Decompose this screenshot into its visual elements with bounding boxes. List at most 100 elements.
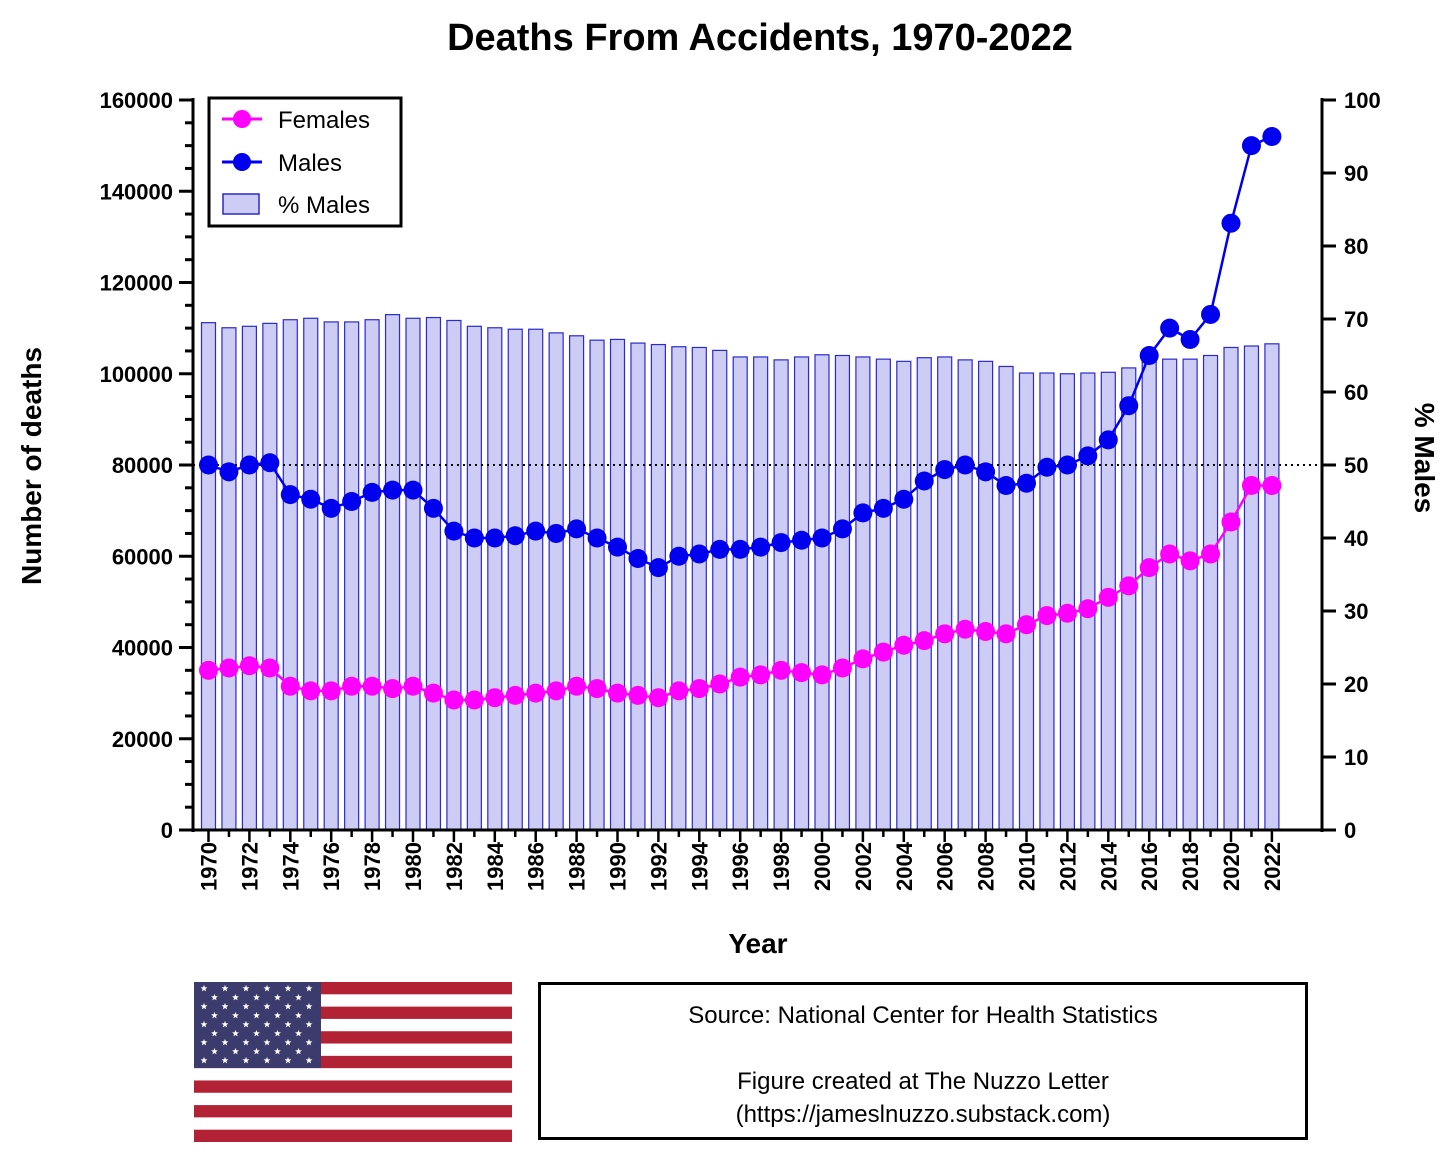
y-right-tick-label-100: 100 bbox=[1344, 88, 1381, 113]
x-tick-label-1998: 1998 bbox=[769, 842, 794, 891]
bar-percent-males-2011 bbox=[1039, 372, 1055, 831]
axes-layer: 0200004000060000800001000001200001400001… bbox=[100, 88, 1381, 891]
point-females-1973 bbox=[260, 658, 280, 678]
y-right-tick-label-40: 40 bbox=[1344, 526, 1368, 551]
x-tick-label-1986: 1986 bbox=[524, 842, 549, 891]
bar-percent-males-2004 bbox=[896, 360, 912, 831]
point-females-2001 bbox=[832, 658, 852, 678]
x-tick-label-2004: 2004 bbox=[892, 841, 917, 891]
x-tick-label-1972: 1972 bbox=[237, 842, 262, 891]
x-tick-label-1980: 1980 bbox=[401, 842, 426, 891]
point-males-1974 bbox=[280, 485, 300, 505]
y-right-tick-label-10: 10 bbox=[1344, 745, 1368, 770]
x-tick-label-1982: 1982 bbox=[442, 842, 467, 891]
bar-percent-males-2007 bbox=[957, 359, 973, 831]
y-left-tick-label-20000: 20000 bbox=[112, 727, 173, 752]
legend: Females Males % Males bbox=[207, 96, 403, 228]
point-males-1976 bbox=[321, 498, 341, 518]
y-left-tick-label-0: 0 bbox=[161, 818, 173, 843]
x-tick-label-1976: 1976 bbox=[319, 842, 344, 891]
bar-percent-males-1984 bbox=[487, 327, 503, 831]
x-tick-label-1978: 1978 bbox=[360, 842, 385, 891]
point-females-1997 bbox=[751, 665, 771, 685]
y-right-tick-label-90: 90 bbox=[1344, 161, 1368, 186]
y-left-tick-label-80000: 80000 bbox=[112, 453, 173, 478]
point-females-1995 bbox=[710, 674, 730, 694]
point-males-2012 bbox=[1057, 455, 1077, 475]
y-left-tick-label-40000: 40000 bbox=[112, 636, 173, 661]
point-females-2017 bbox=[1160, 544, 1180, 564]
point-males-1995 bbox=[710, 539, 730, 559]
point-males-1973 bbox=[260, 453, 280, 473]
bar-percent-males-1972 bbox=[241, 325, 257, 831]
point-females-1994 bbox=[689, 679, 709, 699]
point-females-2006 bbox=[935, 624, 955, 644]
point-males-1981 bbox=[423, 498, 443, 518]
bar-percent-males-1974 bbox=[282, 319, 298, 831]
x-tick-label-1974: 1974 bbox=[278, 841, 303, 891]
bar-percent-males-1976 bbox=[323, 321, 339, 831]
bar-percent-males-2019 bbox=[1202, 354, 1219, 831]
point-males-1984 bbox=[485, 528, 505, 548]
point-males-1997 bbox=[751, 537, 771, 557]
us-flag-icon bbox=[194, 982, 512, 1142]
point-males-2000 bbox=[812, 528, 832, 548]
bar-percent-males-1992 bbox=[650, 343, 667, 831]
bar-percent-males-1985 bbox=[507, 328, 523, 831]
bar-percent-males-1970 bbox=[200, 322, 217, 831]
point-females-1975 bbox=[301, 681, 321, 701]
bar-percent-males-1995 bbox=[712, 349, 728, 831]
bar-percent-males-1993 bbox=[671, 346, 687, 831]
point-females-2013 bbox=[1078, 599, 1098, 619]
bar-percent-males-1978 bbox=[364, 319, 380, 831]
bar-percent-males-2020 bbox=[1223, 346, 1239, 831]
point-males-2002 bbox=[853, 503, 873, 523]
y-left-tick-label-140000: 140000 bbox=[100, 179, 173, 204]
legend-percent-males-swatch bbox=[222, 193, 260, 215]
point-males-2013 bbox=[1078, 446, 1098, 466]
point-females-1980 bbox=[403, 676, 423, 696]
y-right-tick-label-80: 80 bbox=[1344, 234, 1368, 259]
legend-males-marker bbox=[233, 153, 251, 171]
point-females-2022 bbox=[1262, 476, 1282, 496]
point-males-1982 bbox=[444, 521, 464, 541]
point-females-1988 bbox=[567, 676, 587, 696]
x-tick-label-2010: 2010 bbox=[1015, 842, 1040, 891]
point-males-1988 bbox=[567, 519, 587, 539]
point-females-2020 bbox=[1221, 512, 1241, 532]
x-tick-label-1988: 1988 bbox=[565, 842, 590, 891]
bar-percent-males-2001 bbox=[834, 354, 851, 831]
point-females-1987 bbox=[546, 681, 566, 701]
bar-percent-males-2002 bbox=[855, 356, 871, 831]
point-females-1977 bbox=[342, 676, 362, 696]
point-males-2003 bbox=[873, 498, 893, 518]
point-females-1998 bbox=[771, 660, 791, 680]
point-males-2010 bbox=[1017, 473, 1036, 493]
bar-percent-males-1988 bbox=[568, 335, 585, 831]
point-females-2011 bbox=[1037, 606, 1057, 626]
point-females-1996 bbox=[730, 667, 750, 687]
point-females-2007 bbox=[955, 619, 975, 639]
point-females-2002 bbox=[853, 649, 873, 669]
point-males-1998 bbox=[771, 533, 791, 553]
point-males-1990 bbox=[608, 537, 627, 557]
bar-percent-males-2009 bbox=[998, 365, 1014, 831]
source-text: Source: National Center for Health Stati… bbox=[688, 1002, 1158, 1029]
x-tick-label-2014: 2014 bbox=[1096, 841, 1121, 891]
bar-percent-males-1987 bbox=[548, 332, 564, 831]
y-axis-right-title: % Males bbox=[1409, 403, 1440, 514]
bar-percent-males-2018 bbox=[1182, 358, 1198, 831]
bar-percent-males-1997 bbox=[753, 356, 769, 831]
bar-percent-males-2016 bbox=[1141, 358, 1157, 831]
point-males-2019 bbox=[1201, 304, 1221, 324]
point-females-1978 bbox=[362, 676, 382, 696]
bar-percent-males-1977 bbox=[344, 321, 360, 831]
point-females-2005 bbox=[914, 631, 934, 651]
bar-percent-males-1989 bbox=[589, 339, 605, 831]
x-tick-label-1996: 1996 bbox=[728, 842, 753, 891]
point-females-1983 bbox=[464, 690, 484, 710]
point-males-2017 bbox=[1160, 318, 1180, 338]
x-tick-label-2016: 2016 bbox=[1137, 842, 1162, 891]
legend-females-label: Females bbox=[278, 107, 370, 134]
source-box: Source: National Center for Health Stati… bbox=[538, 982, 1308, 1140]
